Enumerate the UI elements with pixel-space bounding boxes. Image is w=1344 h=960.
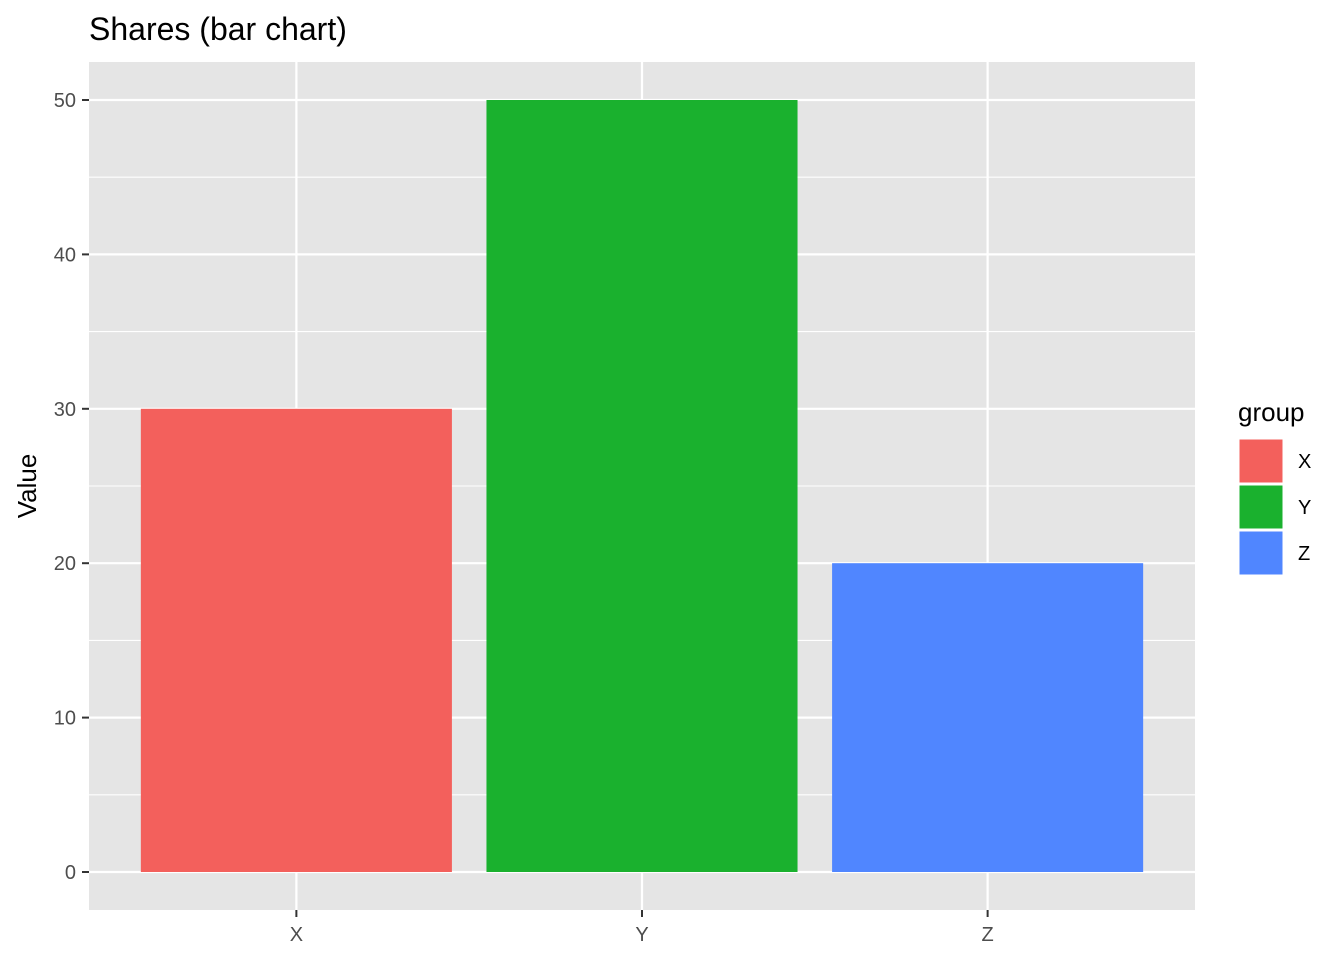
y-tick-label: 0 bbox=[65, 862, 76, 884]
legend-key-x bbox=[1238, 438, 1284, 484]
legend-label: Z bbox=[1298, 543, 1310, 565]
y-tick-label: 20 bbox=[54, 553, 76, 575]
x-tick-label: X bbox=[290, 924, 303, 946]
y-tick-label: 30 bbox=[54, 399, 76, 421]
legend: group X Y Z bbox=[1238, 397, 1311, 576]
y-tick-label: 10 bbox=[54, 708, 76, 730]
legend-title: group bbox=[1238, 397, 1305, 427]
y-axis: 0 10 20 30 40 50 bbox=[54, 90, 89, 884]
y-axis-title: Value bbox=[12, 454, 42, 519]
legend-key-y bbox=[1238, 484, 1284, 530]
bars bbox=[140, 100, 1144, 872]
legend-label: X bbox=[1298, 451, 1311, 473]
chart-title: Shares (bar chart) bbox=[89, 11, 347, 47]
x-tick-label: Y bbox=[635, 924, 648, 946]
x-axis: X Y Z bbox=[290, 910, 994, 946]
bar-z bbox=[832, 563, 1144, 872]
x-tick-label: Z bbox=[982, 924, 994, 946]
bar-y bbox=[486, 100, 798, 872]
legend-key-z bbox=[1238, 530, 1284, 576]
y-tick-label: 40 bbox=[54, 244, 76, 266]
legend-label: Y bbox=[1298, 497, 1311, 519]
bar-x bbox=[140, 408, 452, 872]
y-tick-label: 50 bbox=[54, 90, 76, 112]
